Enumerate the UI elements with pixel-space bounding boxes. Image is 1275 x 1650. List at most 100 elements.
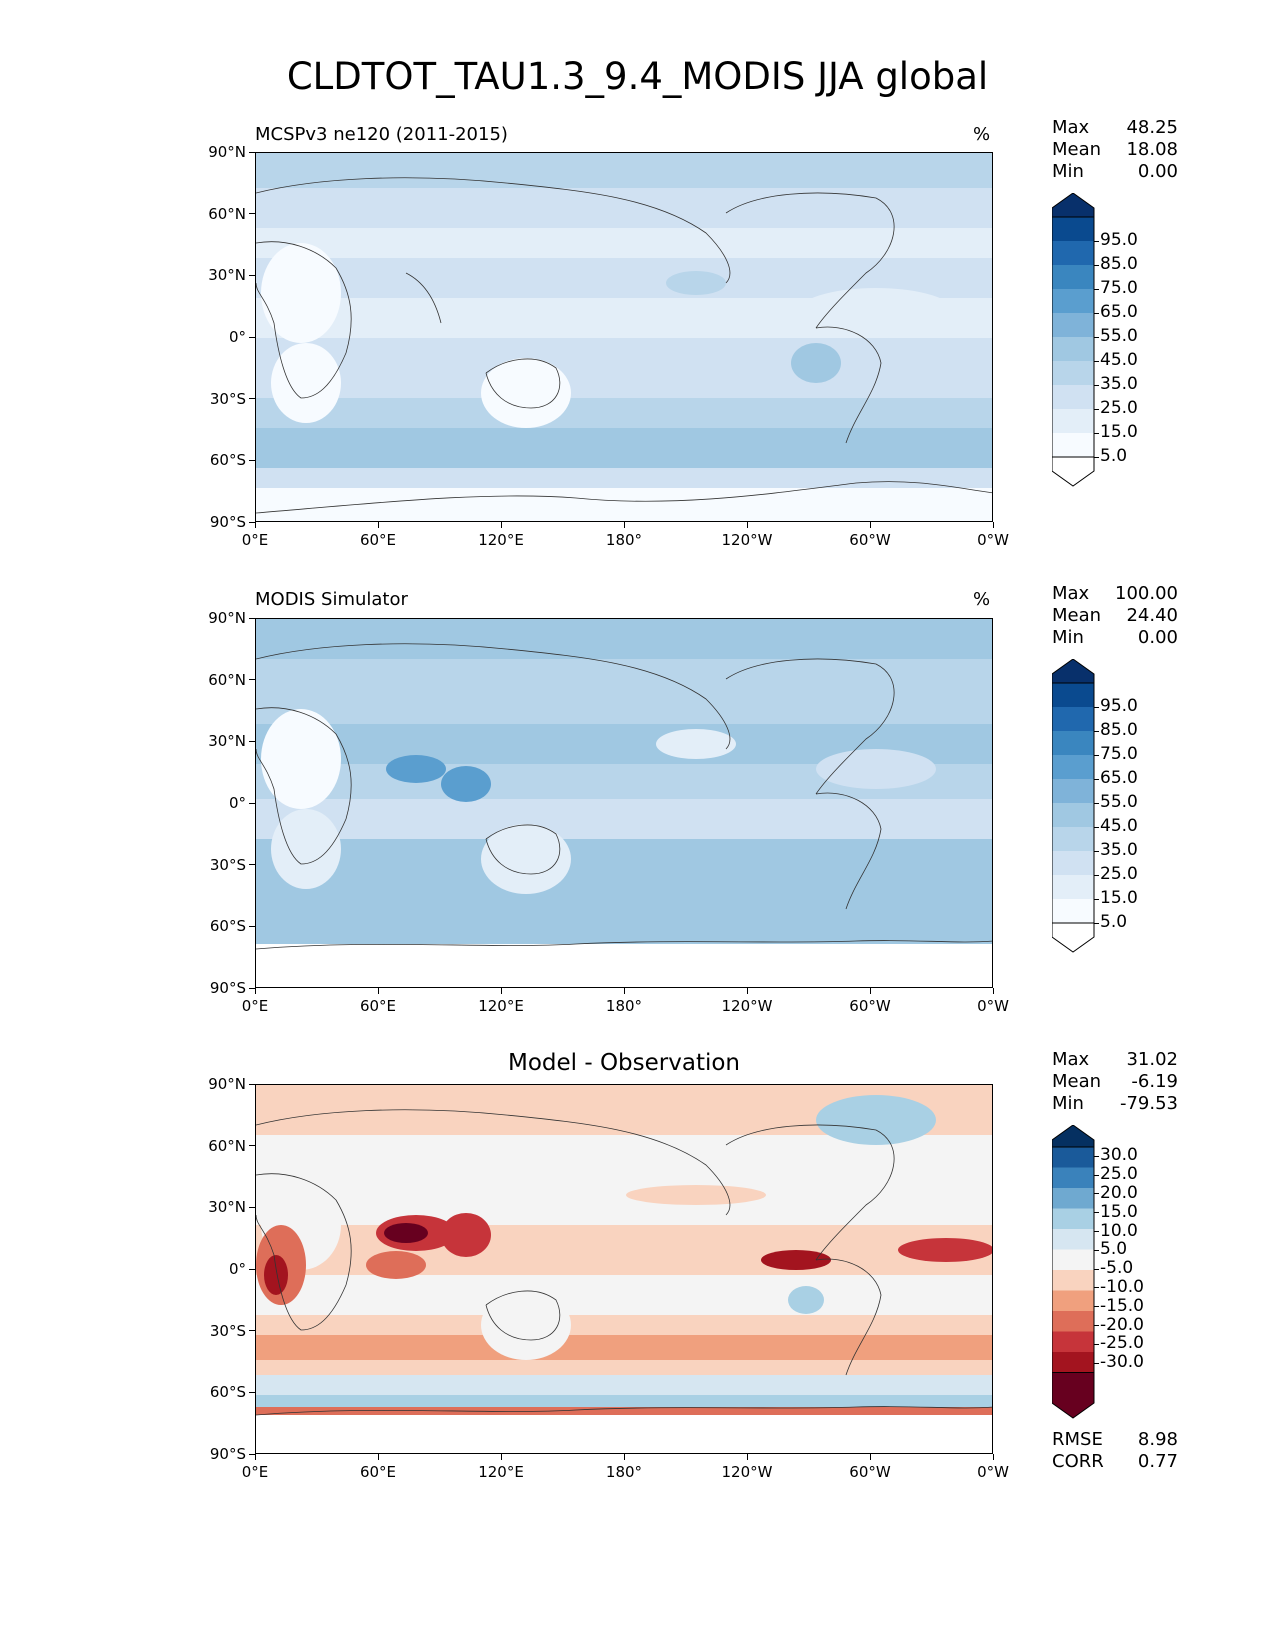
colorbar-label: -10.0 — [1100, 1276, 1144, 1297]
lat-tick-label: 60°S — [209, 1383, 246, 1402]
panel1-label: MCSPv3 ne120 (2011-2015) — [255, 124, 508, 145]
colorbar-tick — [1094, 1174, 1099, 1176]
colorbar-label: 15.0 — [1100, 1201, 1138, 1222]
colorbar-label: -30.0 — [1100, 1352, 1144, 1373]
panel3-stats: Max 31.02 Mean -6.19 Min -79.53 — [1052, 1049, 1178, 1115]
lat-tick-mark — [249, 679, 255, 681]
lat-tick-label: 30°N — [208, 1198, 246, 1217]
colorbar-label: 75.0 — [1100, 744, 1138, 764]
lon-tick-mark — [377, 988, 379, 994]
colorbar-tick — [1094, 826, 1099, 828]
lat-tick-mark — [249, 521, 255, 523]
colorbar-label: 15.0 — [1100, 888, 1138, 908]
rmse-label: RMSE — [1052, 1429, 1103, 1450]
panel1-max-label: Max — [1052, 117, 1090, 138]
colorbar-label: 45.0 — [1100, 350, 1138, 370]
colorbar-label: 30.0 — [1100, 1145, 1138, 1166]
lon-tick-mark — [992, 1454, 994, 1460]
figure-title: CLDTOT_TAU1.3_9.4_MODIS JJA global — [286, 55, 989, 98]
lat-tick-label: 0° — [228, 1260, 246, 1278]
panel1-max-value: 48.25 — [1126, 117, 1178, 138]
colorbar-label: 55.0 — [1100, 326, 1138, 346]
lon-tick-label: 0°W — [977, 997, 1009, 1015]
lon-tick-label: 0°W — [977, 531, 1009, 549]
lon-tick-mark — [500, 1454, 502, 1460]
colorbar-label: 15.0 — [1100, 422, 1138, 442]
lat-tick-label: 30°S — [209, 389, 246, 408]
lon-tick-label: 60°E — [359, 997, 397, 1015]
lat-tick-label: 90°S — [209, 1445, 246, 1463]
colorbar-tick — [1094, 850, 1099, 852]
lon-tick-label: 0°E — [241, 1463, 269, 1481]
lon-tick-mark — [746, 522, 748, 528]
lat-tick-label: 0° — [228, 328, 246, 346]
colorbar-label: 5.0 — [1100, 446, 1128, 466]
colorbar-label: 65.0 — [1100, 302, 1138, 322]
panel2-stats: Max 100.00 Mean 24.40 Min 0.00 — [1052, 583, 1178, 649]
panel3-min-value: -79.53 — [1119, 1093, 1178, 1114]
colorbar-tick — [1094, 1362, 1099, 1364]
lat-tick-label: 60°N — [208, 670, 246, 689]
lat-tick-label: 90°N — [208, 609, 246, 627]
lon-tick-mark — [623, 988, 625, 994]
lon-tick-mark — [500, 988, 502, 994]
lon-tick-label: 60°E — [359, 531, 397, 549]
colorbar-tick — [1094, 456, 1099, 458]
colorbar-label: -15.0 — [1100, 1295, 1144, 1316]
lat-tick-mark — [249, 1330, 255, 1332]
colorbar-tick — [1094, 1212, 1099, 1214]
colorbar-tick — [1094, 874, 1099, 876]
colorbar-label: 75.0 — [1100, 278, 1138, 298]
lat-tick-label: 90°S — [209, 979, 246, 997]
lon-tick-label: 120°E — [478, 1463, 524, 1481]
colorbar-tick — [1094, 1231, 1099, 1233]
panel3-title: Model - Observation — [507, 1050, 741, 1076]
panel2-mean-value: 24.40 — [1126, 605, 1178, 626]
lon-tick-label: 180° — [605, 1463, 643, 1481]
colorbar-tick — [1094, 802, 1099, 804]
colorbar-label: 10.0 — [1100, 1220, 1138, 1241]
lat-tick-label: 0° — [228, 794, 246, 812]
panel3-colorbar — [1051, 1124, 1096, 1423]
colorbar-tick — [1094, 1306, 1099, 1308]
colorbar-label: 85.0 — [1100, 254, 1138, 274]
lon-tick-label: 180° — [605, 997, 643, 1015]
colorbar-tick — [1094, 408, 1099, 410]
lat-tick-mark — [249, 274, 255, 276]
panel2-min-label: Min — [1052, 627, 1084, 648]
lat-tick-label: 30°S — [209, 1321, 246, 1340]
colorbar-tick — [1094, 1343, 1099, 1345]
colorbar-label: 25.0 — [1100, 1164, 1138, 1185]
lat-tick-mark — [249, 213, 255, 215]
colorbar-label: 35.0 — [1100, 840, 1138, 860]
lat-tick-mark — [249, 1145, 255, 1147]
lon-tick-label: 60°W — [849, 1463, 891, 1481]
colorbar-tick — [1094, 1193, 1099, 1195]
lat-tick-label: 30°S — [209, 855, 246, 874]
colorbar-label: 5.0 — [1100, 1239, 1128, 1260]
lat-tick-mark — [249, 151, 255, 153]
colorbar-label: 95.0 — [1100, 230, 1138, 250]
lon-tick-mark — [377, 522, 379, 528]
lat-tick-mark — [249, 1083, 255, 1085]
panel3-metrics: RMSE 8.98 CORR 0.77 — [1052, 1429, 1178, 1473]
panel2-map-field — [256, 619, 992, 987]
panel1-colorbar — [1051, 192, 1096, 491]
panel1-map-field — [256, 153, 992, 521]
lat-tick-mark — [249, 864, 255, 866]
colorbar-tick — [1094, 754, 1099, 756]
lon-tick-mark — [254, 988, 256, 994]
panel1-mean-label: Mean — [1052, 139, 1102, 160]
colorbar-label: 65.0 — [1100, 768, 1138, 788]
colorbar-tick — [1094, 1268, 1099, 1270]
panel3-map — [255, 1084, 993, 1454]
lat-tick-label: 60°S — [209, 917, 246, 936]
panel2-mean-label: Mean — [1052, 605, 1102, 626]
colorbar-label: 20.0 — [1100, 1182, 1138, 1203]
lat-tick-mark — [249, 1268, 255, 1270]
lon-tick-mark — [869, 988, 871, 994]
lon-tick-mark — [377, 1454, 379, 1460]
lon-tick-label: 120°W — [721, 531, 773, 549]
colorbar-tick — [1094, 264, 1099, 266]
lon-tick-mark — [254, 522, 256, 528]
